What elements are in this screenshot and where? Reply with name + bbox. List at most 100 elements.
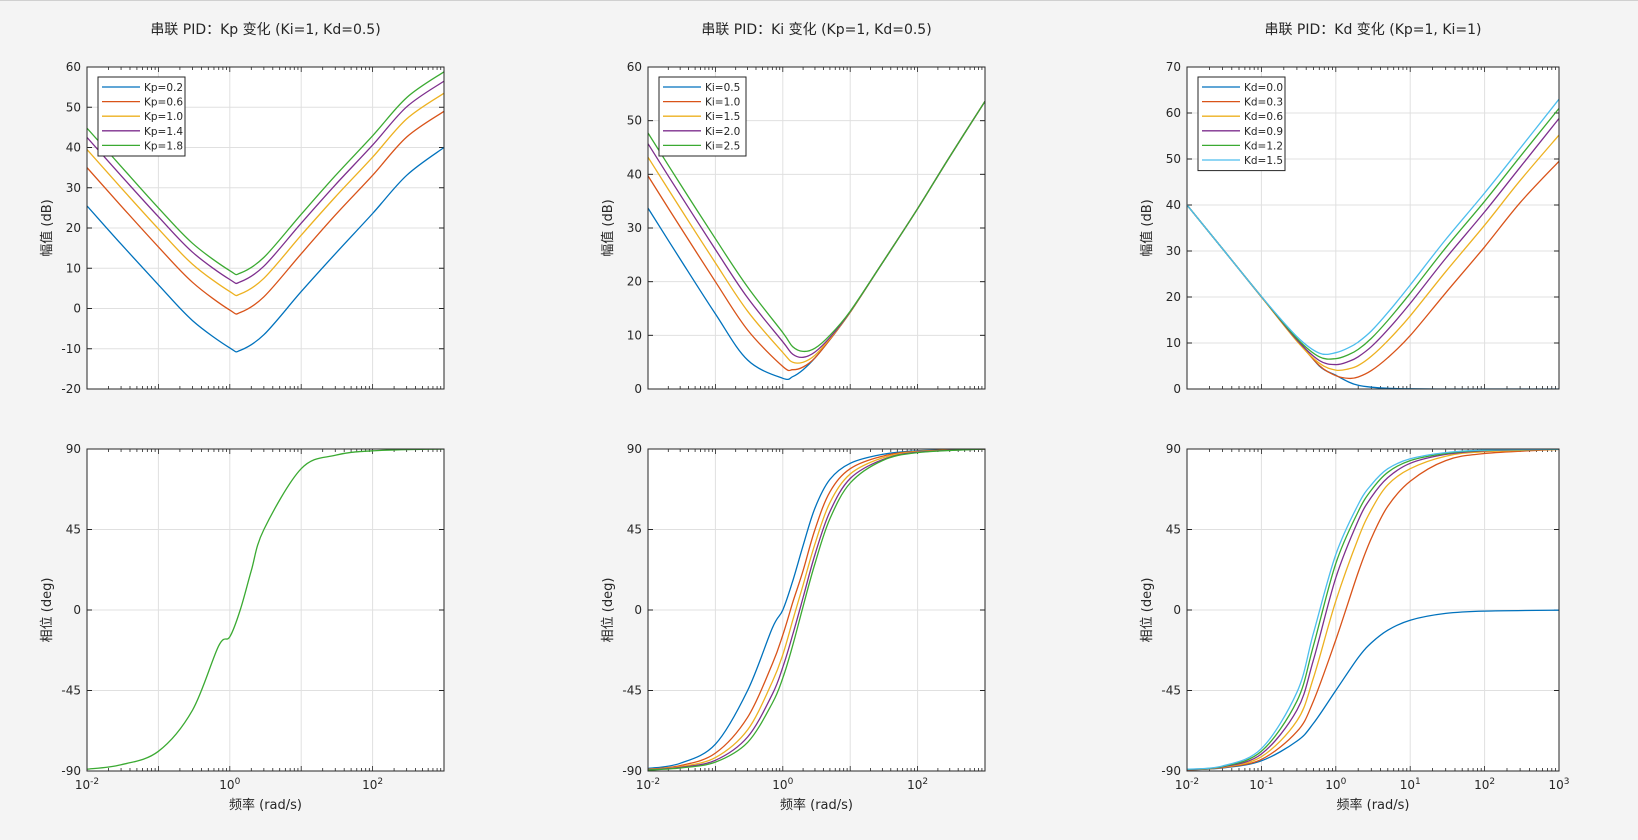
y-tick-label: 50 xyxy=(1166,152,1181,166)
series-line-kp-0-6 xyxy=(87,110,444,315)
y-tick-label: 90 xyxy=(627,442,642,456)
legend-entry: Kd=0.0 xyxy=(1244,82,1283,94)
axes-box xyxy=(647,66,986,390)
series-line-kd-1-5 xyxy=(1187,98,1559,356)
series-group xyxy=(1187,98,1559,389)
y-tick-label: 90 xyxy=(66,442,81,456)
chart-5: 0 10 20 30 40 50 60 70 串联 PID：Kd 变化 (Kp=1, Ki=1)… xyxy=(1139,22,1560,396)
legend-entry: Kd=1.2 xyxy=(1244,140,1283,152)
y-axis-label: 幅值 (dB) xyxy=(600,199,616,256)
legend-entry: Kp=0.6 xyxy=(144,97,183,109)
legend-box xyxy=(1197,76,1286,172)
chart-title: 串联 PID：Ki 变化 (Kp=1, Kd=0.5) xyxy=(701,22,931,38)
series-group xyxy=(87,449,444,770)
y-tick-label: -20 xyxy=(61,382,81,396)
axes-box xyxy=(1186,66,1560,390)
legend-entry: Ki=1.5 xyxy=(705,111,740,123)
series-line-ki-1-5 xyxy=(648,449,985,771)
series-line-kd-1-5 xyxy=(1187,449,1559,770)
y-tick-label: 20 xyxy=(66,221,81,235)
y-axis-label: 相位 (deg) xyxy=(601,578,616,643)
legend-entry: Kd=1.5 xyxy=(1244,155,1283,167)
series-line-ki-2-5 xyxy=(648,100,985,353)
series-line-ki-2-5 xyxy=(648,449,985,771)
x-tick-label: 102 xyxy=(907,777,928,792)
y-tick-label: 20 xyxy=(1166,290,1181,304)
window-top-border xyxy=(0,0,1638,1)
legend-entry: Ki=1.0 xyxy=(705,97,740,109)
y-tick-label: 70 xyxy=(1166,60,1181,74)
y-tick-label: 45 xyxy=(1166,523,1181,537)
y-tick-label: 10 xyxy=(1166,336,1181,350)
x-tick-label: 10-2 xyxy=(75,777,99,792)
series-group xyxy=(87,71,444,353)
legend-entry: Kp=1.0 xyxy=(144,111,183,123)
y-tick-label: 40 xyxy=(627,167,642,181)
y-tick-label: 50 xyxy=(66,100,81,114)
y-axis-label: 相位 (deg) xyxy=(1140,578,1155,643)
legend-entry: Kp=1.4 xyxy=(144,126,183,138)
x-axis-label: 频率 (rad/s) xyxy=(1337,797,1410,813)
chart-4: -90 -45 0 45 90 10-2 100 102 相位 (deg) 频率 (rad/s) xyxy=(601,442,986,813)
series-line-kp-1-0 xyxy=(87,92,444,297)
series-line-kd-1-2 xyxy=(1187,449,1559,771)
y-tick-label: 40 xyxy=(66,141,81,155)
x-tick-label: 102 xyxy=(362,777,383,792)
x-tick-label: 10-2 xyxy=(1175,777,1199,792)
y-tick-label: 30 xyxy=(66,181,81,195)
y-tick-label: 0 xyxy=(73,302,81,316)
x-tick-label: 102 xyxy=(1474,777,1495,792)
y-axis-label: 幅值 (dB) xyxy=(39,199,55,256)
series-line-s0 xyxy=(87,449,444,770)
y-tick-label: 30 xyxy=(627,221,642,235)
series-line-ki-2-0 xyxy=(648,449,985,771)
y-tick-label: -90 xyxy=(622,764,642,778)
x-axis-label: 频率 (rad/s) xyxy=(229,797,302,813)
chart-title: 串联 PID：Kd 变化 (Kp=1, Ki=1) xyxy=(1264,22,1481,38)
x-tick-label: 10-1 xyxy=(1249,777,1273,792)
legend: Ki=0.5 Ki=1.0 Ki=1.5 Ki=2.0 Ki=2.5 xyxy=(658,76,747,157)
series-line-kd-0-3 xyxy=(1187,449,1559,771)
y-tick-label: -45 xyxy=(1161,684,1181,698)
legend: Kd=0.0 Kd=0.3 Kd=0.6 Kd=0.9 Kd=1.2 Kd=1.5 xyxy=(1197,76,1286,172)
y-tick-label: -45 xyxy=(622,684,642,698)
chart-1: -20 -10 0 10 20 30 40 50 60 串联 PID：Kp 变化 (Ki=1, K… xyxy=(39,22,445,396)
legend: Kp=0.2 Kp=0.6 Kp=1.0 Kp=1.4 Kp=1.8 xyxy=(97,76,186,157)
series-group xyxy=(1187,449,1559,771)
y-tick-label: -90 xyxy=(61,764,81,778)
series-line-kd-0-0 xyxy=(1187,609,1559,771)
legend-entry: Ki=2.5 xyxy=(705,140,740,152)
y-tick-label: 20 xyxy=(627,275,642,289)
series-line-ki-1-0 xyxy=(648,449,985,770)
y-tick-label: 60 xyxy=(1166,106,1181,120)
legend-entry: Kp=1.8 xyxy=(144,140,183,152)
y-tick-label: -45 xyxy=(61,684,81,698)
y-axis-label: 幅值 (dB) xyxy=(1139,199,1155,256)
y-tick-label: 0 xyxy=(634,603,642,617)
legend-entry: Ki=2.0 xyxy=(705,126,740,138)
axes-box xyxy=(86,66,445,390)
y-tick-label: 10 xyxy=(66,261,81,275)
y-tick-label: 60 xyxy=(627,60,642,74)
series-line-kd-0-6 xyxy=(1187,449,1559,771)
axes-box xyxy=(86,448,445,772)
y-tick-label: 30 xyxy=(1166,244,1181,258)
x-tick-label: 103 xyxy=(1548,777,1569,792)
legend-entry: Kd=0.3 xyxy=(1244,97,1283,109)
series-group xyxy=(648,449,985,771)
y-tick-label: 60 xyxy=(66,60,81,74)
y-tick-label: 40 xyxy=(1166,198,1181,212)
x-tick-label: 100 xyxy=(1325,777,1346,792)
series-line-kp-1-8 xyxy=(87,71,444,276)
y-tick-label: -90 xyxy=(1161,764,1181,778)
legend-entry: Kp=0.2 xyxy=(144,82,183,94)
y-tick-label: 0 xyxy=(1173,603,1181,617)
axes-box xyxy=(647,448,986,772)
series-line-kp-0-2 xyxy=(87,146,444,353)
legend-entry: Kd=0.6 xyxy=(1244,111,1283,123)
legend-entry: Ki=0.5 xyxy=(705,82,740,94)
y-tick-label: 45 xyxy=(66,523,81,537)
axes-box xyxy=(1186,448,1560,772)
x-tick-label: 100 xyxy=(772,777,793,792)
